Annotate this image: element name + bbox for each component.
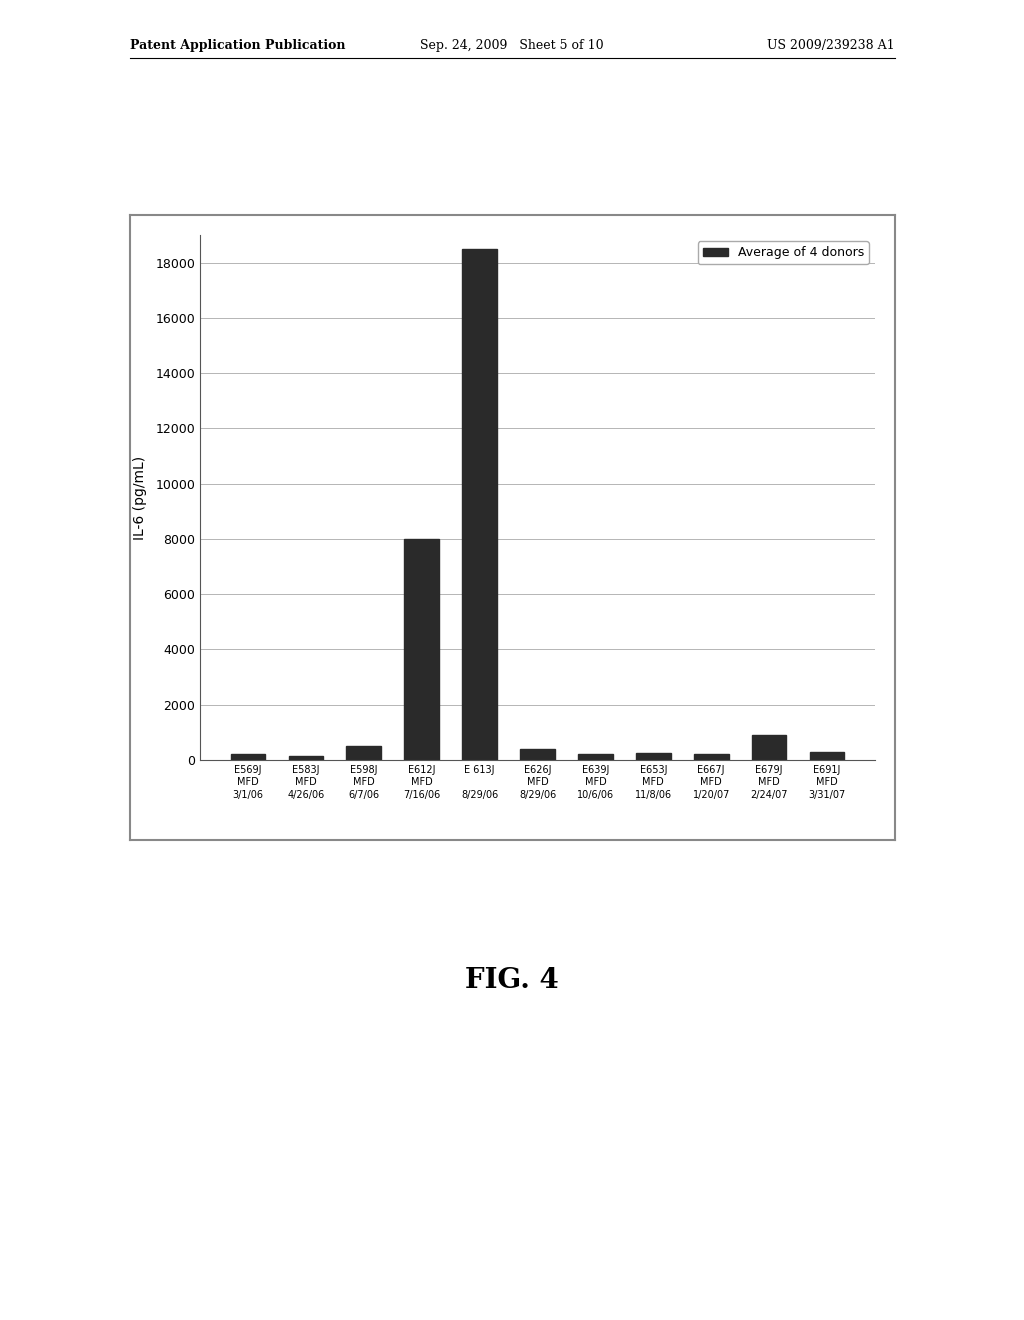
Text: Patent Application Publication: Patent Application Publication (130, 38, 345, 51)
Bar (694, 755, 728, 760)
Bar (346, 746, 381, 760)
Bar (636, 752, 671, 760)
Text: Sep. 24, 2009   Sheet 5 of 10: Sep. 24, 2009 Sheet 5 of 10 (420, 38, 604, 51)
Bar (752, 735, 786, 760)
Bar (230, 755, 265, 760)
Bar (810, 751, 845, 760)
Legend: Average of 4 donors: Average of 4 donors (697, 242, 868, 264)
Text: FIG. 4: FIG. 4 (465, 966, 559, 994)
Bar (289, 756, 324, 760)
Bar (462, 248, 497, 760)
Bar (578, 754, 612, 760)
Bar (520, 748, 555, 760)
Y-axis label: IL-6 (pg/mL): IL-6 (pg/mL) (133, 455, 146, 540)
Text: US 2009/239238 A1: US 2009/239238 A1 (767, 38, 895, 51)
Bar (404, 539, 439, 760)
